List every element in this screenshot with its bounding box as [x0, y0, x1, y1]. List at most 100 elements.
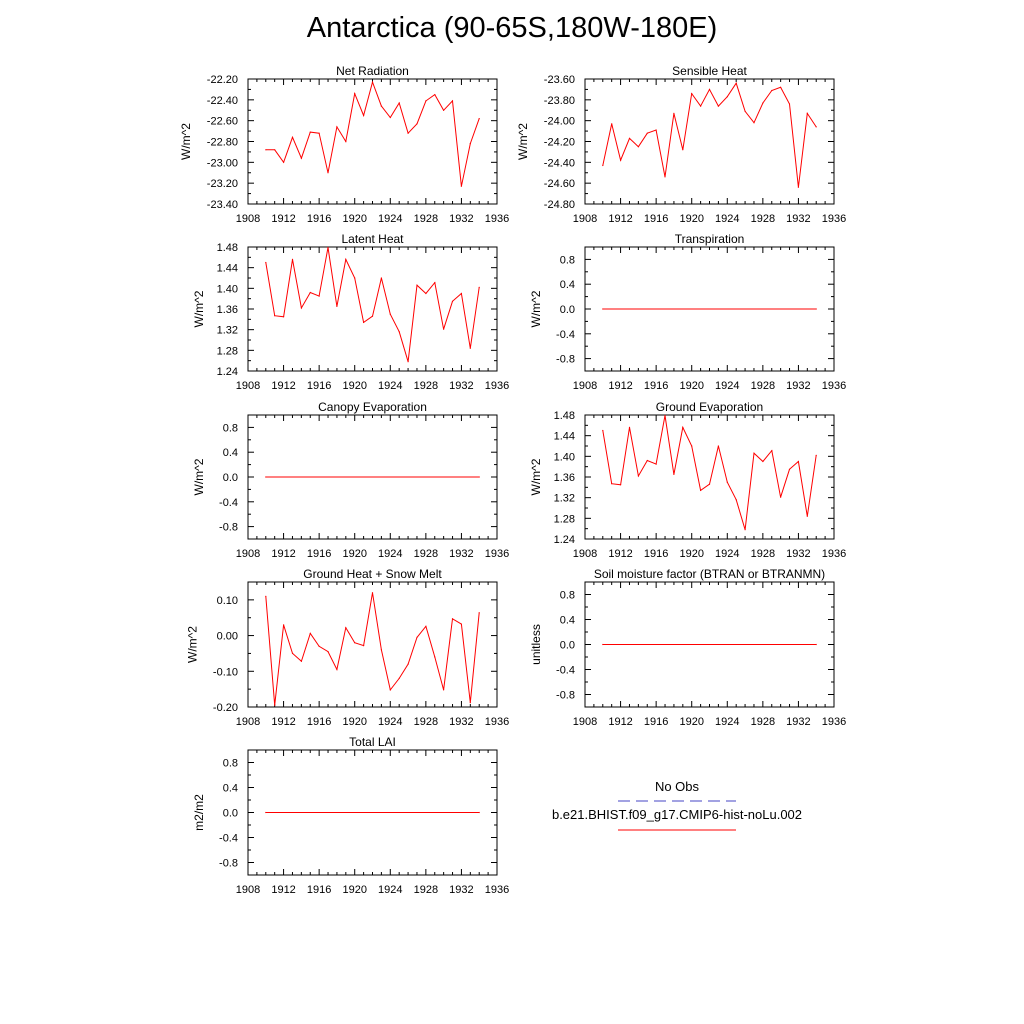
data-point [797, 460, 800, 463]
data-point [762, 460, 764, 463]
x-tick-label: 1908 [573, 213, 597, 225]
x-tick-label: 1916 [644, 213, 668, 225]
data-point [265, 149, 267, 151]
panel-title: Ground Evaporation [656, 400, 763, 414]
data-point [380, 277, 382, 279]
plot-frame [584, 78, 835, 205]
data-point [407, 663, 409, 665]
y-tick-label: 1.40 [554, 451, 575, 463]
y-tick-label: -0.8 [219, 522, 238, 534]
x-tick-label: 1936 [485, 716, 509, 728]
data-point [425, 100, 427, 102]
data-point [628, 137, 631, 139]
data-point [434, 94, 436, 96]
x-tick-label: 1936 [822, 548, 846, 560]
data-point [345, 627, 347, 629]
y-tick-label: 0.00 [217, 631, 238, 643]
data-point [327, 246, 329, 249]
data-point [345, 258, 347, 260]
y-tick-label: 1.36 [554, 472, 575, 484]
y-tick-label: 0.8 [223, 758, 238, 770]
data-point [434, 656, 436, 658]
x-tick-label: 1936 [485, 213, 509, 225]
data-point [478, 612, 480, 614]
data-point [655, 463, 657, 465]
x-tick-label: 1916 [644, 548, 668, 560]
data-point [664, 176, 666, 178]
data-point [788, 468, 791, 470]
x-tick-label: 1936 [485, 380, 509, 392]
y-tick-label: -0.20 [213, 702, 238, 714]
y-tick-label: -0.8 [556, 354, 575, 366]
y-tick-label: 1.32 [217, 325, 238, 337]
data-point [735, 82, 737, 84]
y-tick-label: 1.24 [554, 534, 575, 546]
data-point [478, 286, 480, 288]
x-tick-label: 1932 [786, 213, 810, 225]
y-tick-label: 0.0 [560, 304, 575, 316]
x-tick-label: 1936 [485, 548, 509, 560]
panel-1: 1908 1912 1916 1920 1924 1928 1932 1936 -23.60 -2… [516, 64, 846, 225]
y-tick-label: -0.4 [219, 833, 238, 845]
data-point [806, 112, 808, 114]
x-tick-label: 1928 [414, 884, 438, 896]
data-point [602, 643, 604, 646]
data-point [469, 347, 471, 349]
data-point [274, 704, 276, 706]
y-tick-label: -0.8 [556, 690, 575, 702]
x-tick-label: 1924 [715, 213, 739, 225]
x-tick-label: 1932 [449, 884, 473, 896]
y-tick-label: -0.10 [213, 666, 238, 678]
data-point [451, 300, 454, 302]
data-point [309, 632, 311, 635]
data-point [717, 445, 720, 447]
x-tick-label: 1936 [485, 884, 509, 896]
data-point [283, 316, 285, 318]
data-point [708, 88, 711, 90]
data-point [478, 811, 480, 814]
x-tick-label: 1924 [715, 716, 739, 728]
data-point [780, 496, 782, 498]
data-point [327, 651, 329, 653]
y-tick-label: -0.8 [219, 858, 238, 870]
data-point [708, 483, 711, 485]
data-point [318, 645, 320, 647]
x-tick-label: 1912 [608, 380, 632, 392]
x-tick-label: 1908 [573, 548, 597, 560]
data-point [300, 307, 302, 309]
panel-title: Transpiration [675, 232, 745, 246]
data-point [815, 126, 817, 128]
x-tick-label: 1920 [342, 884, 366, 896]
data-point [700, 489, 702, 491]
data-point [700, 105, 702, 107]
y-axis-label: m2/m2 [192, 794, 206, 831]
panel-4: 1908 1912 1916 1920 1924 1928 1932 1936 0.8 0.4 0.… [192, 400, 509, 560]
y-tick-label: -23.60 [544, 74, 575, 86]
x-tick-label: 1924 [378, 380, 402, 392]
data-point [336, 668, 338, 671]
data-point [478, 118, 480, 120]
y-tick-label: -0.4 [556, 665, 575, 677]
x-tick-label: 1912 [608, 716, 632, 728]
plot-frame [247, 581, 498, 708]
data-point [451, 618, 454, 620]
data-point [389, 116, 391, 119]
y-tick-label: 1.24 [217, 366, 238, 378]
data-point [682, 149, 684, 151]
y-tick-label: -24.80 [544, 199, 575, 211]
y-tick-label: 0.8 [560, 590, 575, 602]
data-point [398, 331, 400, 333]
data-point [265, 261, 267, 264]
data-point [300, 157, 302, 159]
data-point [389, 689, 391, 691]
data-point [682, 426, 684, 428]
x-tick-label: 1924 [378, 213, 402, 225]
x-tick-label: 1912 [271, 884, 295, 896]
data-point [673, 473, 675, 475]
x-tick-label: 1928 [751, 213, 775, 225]
x-tick-label: 1932 [449, 716, 473, 728]
x-tick-label: 1936 [822, 213, 846, 225]
x-tick-label: 1916 [644, 380, 668, 392]
panel-title: Canopy Evaporation [318, 400, 427, 414]
